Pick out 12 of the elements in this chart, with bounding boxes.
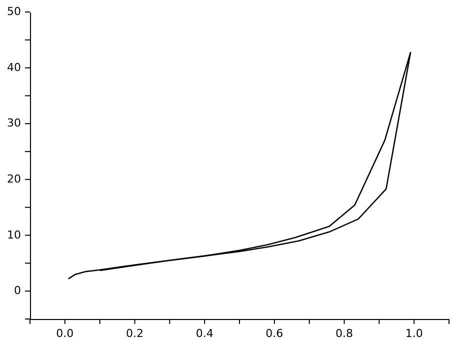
y-tick-label: 10 <box>7 228 21 242</box>
y-tick-label: 40 <box>7 60 21 74</box>
x-tick-label: 0.0 <box>56 327 74 340</box>
x-tick-label: 0.2 <box>126 327 144 340</box>
x-tick-label: 0.6 <box>266 327 284 340</box>
x-tick-label: 1.0 <box>405 327 423 340</box>
y-tick-label: 20 <box>7 172 21 186</box>
x-tick-label: 0.8 <box>336 327 353 340</box>
y-tick-label: 50 <box>7 5 21 18</box>
y-tick-label: 30 <box>7 116 21 130</box>
x-tick-label: 0.4 <box>196 327 214 340</box>
y-tick-label: 0 <box>14 284 21 298</box>
